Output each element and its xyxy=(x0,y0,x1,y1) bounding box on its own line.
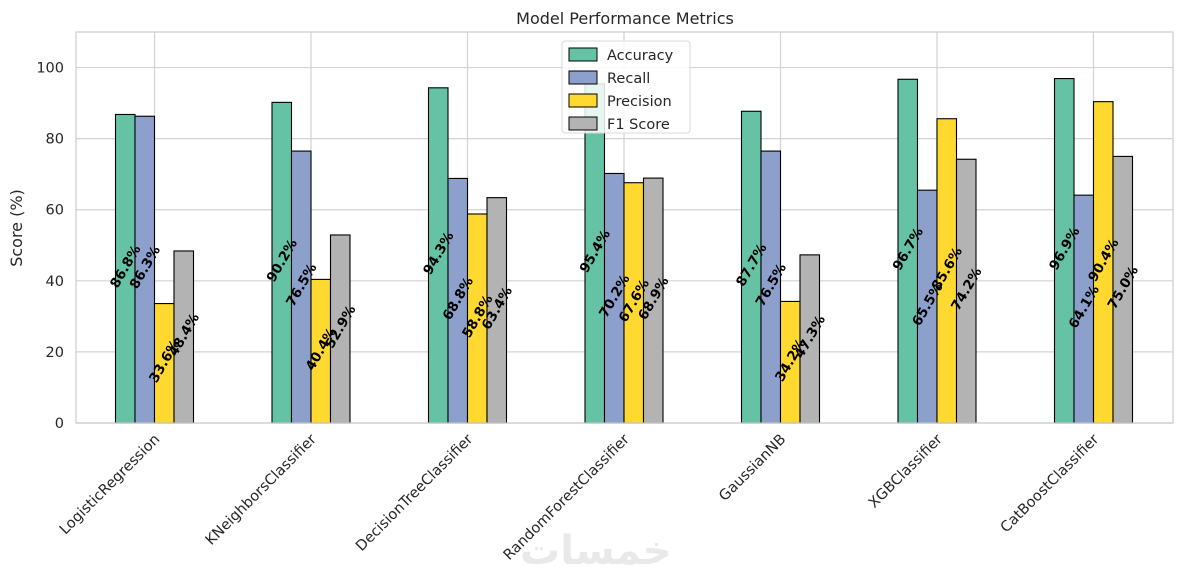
x-tick-label: KNeighborsClassifier xyxy=(203,431,320,548)
plot-frame xyxy=(75,31,1174,424)
legend-label: Recall xyxy=(607,71,650,87)
x-tick-label: CatBoostClassifier xyxy=(998,431,1103,536)
y-tick-label: 20 xyxy=(46,345,64,361)
legend-label: Precision xyxy=(607,94,672,110)
legend-swatch xyxy=(568,93,598,108)
y-tick-label: 0 xyxy=(55,416,64,432)
legend-swatch xyxy=(568,47,598,62)
legend-swatch xyxy=(568,116,598,131)
y-tick-label: 80 xyxy=(46,132,64,148)
legend-box xyxy=(561,40,691,134)
y-axis-label: Score (%) xyxy=(7,189,26,267)
x-tick-label: DecisionTreeClassifier xyxy=(353,431,476,554)
x-tick-label: LogisticRegression xyxy=(57,432,163,538)
y-tick-label: 60 xyxy=(46,203,64,219)
legend-swatch xyxy=(568,70,598,85)
chart-title: Model Performance Metrics xyxy=(516,9,734,28)
y-tick-label: 100 xyxy=(36,61,64,77)
legend-label: Accuracy xyxy=(607,48,674,64)
legend-label: F1 Score xyxy=(607,117,670,133)
y-tick-label: 40 xyxy=(46,274,64,290)
legend: Accuracy Recall Precision F1 Score xyxy=(561,40,691,134)
watermark: خمسات xyxy=(520,528,672,574)
bars xyxy=(114,78,1134,424)
x-tick-label: GaussianNB xyxy=(716,432,789,505)
x-tick-label: XGBClassifier xyxy=(866,431,946,511)
